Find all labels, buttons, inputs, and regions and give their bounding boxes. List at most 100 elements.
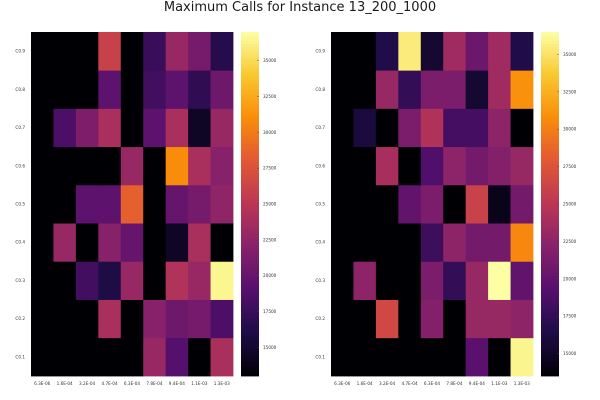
heatmap-cell (31, 184, 54, 224)
heatmap-cell (331, 337, 354, 377)
heatmap-cell (188, 70, 211, 109)
colorbar-tick-label: 27500 (263, 166, 277, 171)
heatmap-cell (331, 184, 354, 224)
heatmap-cell (420, 70, 444, 109)
heatmap-cell (31, 146, 54, 186)
heatmap-cell (165, 32, 189, 71)
colorbar-tick-label: 25000 (563, 202, 577, 207)
heatmap-cell (165, 146, 189, 186)
heatmap-cell (443, 299, 467, 339)
colorbar-tick-label: 32500 (563, 89, 577, 94)
heatmap-cell (210, 70, 234, 109)
heatmap-cell (120, 337, 144, 377)
heatmap-cell (210, 184, 234, 224)
heatmap-cell (53, 299, 77, 339)
heatmap-cell (510, 261, 534, 300)
x-tick-label: 7.8E-04 (446, 381, 462, 386)
heatmap-cell (75, 70, 99, 109)
x-tick-label: 9.4E-04 (469, 381, 485, 386)
colorbar-tick-label: 15000 (263, 345, 277, 350)
heatmap-cell (488, 261, 511, 300)
heatmap-cell (510, 184, 534, 224)
heatmap-cell (398, 146, 422, 186)
x-tick-label: 9.4E-04 (169, 381, 185, 386)
heatmap-cell (398, 261, 422, 300)
heatmap-cell (31, 261, 54, 300)
y-tick-label: C0.5 (15, 202, 25, 207)
heatmap-cell (210, 299, 234, 339)
heatmap-cell (120, 70, 144, 109)
heatmap-cell (465, 184, 489, 224)
heatmap-cell (510, 32, 534, 71)
heatmap-cell (98, 108, 122, 148)
colorbar-tick-label: 17500 (263, 309, 277, 314)
x-tick-label: 4.7E-04 (101, 381, 117, 386)
y-tick-label: C0.9 (315, 49, 325, 54)
heatmap-cell (210, 223, 234, 262)
heatmap-cell (210, 146, 234, 186)
y-tick-label: C0.4 (315, 240, 325, 245)
y-tick-label: C0.3 (315, 278, 325, 283)
heatmap-right: 6.3E-06 1.6E-04 3.2E-04 4.7E-04 6.3E-04 7.8E-… (315, 32, 577, 386)
heatmap-cell (331, 32, 354, 71)
heatmap-cell (375, 146, 399, 186)
heatmap-cell (188, 32, 211, 71)
heatmap-cell (188, 337, 211, 377)
heatmap-cell (53, 108, 77, 148)
y-tick-label: C0.8 (315, 87, 325, 92)
heatmap-cell (398, 70, 422, 109)
heatmap-cell (488, 32, 511, 71)
heatmap-cell (143, 184, 167, 224)
heatmap-cell (420, 32, 444, 71)
heatmap-cell (510, 337, 534, 377)
heatmap-cell (210, 108, 234, 148)
heatmap-cell (210, 337, 234, 377)
heatmap-cell (98, 184, 122, 224)
heatmap-cell (398, 337, 422, 377)
heatmap-cell (165, 70, 189, 109)
heatmap-cell (510, 146, 534, 186)
heatmap-cell (53, 184, 77, 224)
heatmap-cell (465, 146, 489, 186)
heatmap-cell (375, 261, 399, 300)
heatmap-cell (331, 70, 354, 109)
heatmap-cell (75, 184, 99, 224)
heatmap-cell (353, 299, 377, 339)
heatmap-cell (510, 70, 534, 109)
heatmap-cell (53, 146, 77, 186)
heatmap-cell (143, 32, 167, 71)
y-tick-label: C0.1 (315, 354, 325, 359)
heatmap-cell (488, 299, 511, 339)
x-tick-label: 1.1E-03 (191, 381, 207, 386)
heatmap-cell (443, 70, 467, 109)
heatmap-cell (353, 108, 377, 148)
y-tick-label: C0.2 (15, 316, 25, 321)
heatmap-cell (375, 32, 399, 71)
heatmap-cell (53, 70, 77, 109)
x-tick-label: 1.6E-04 (57, 381, 73, 386)
heatmap-cell (510, 223, 534, 262)
heatmap-cell (120, 32, 144, 71)
heatmap-cell (53, 223, 77, 262)
x-tick-label: 7.8E-04 (146, 381, 162, 386)
heatmap-cell (165, 337, 189, 377)
heatmap-cell (375, 223, 399, 262)
heatmap-cell (188, 146, 211, 186)
colorbar-tick-label: 30000 (263, 130, 277, 135)
colorbar-tick-label: 35000 (263, 58, 277, 63)
heatmap-cell (353, 261, 377, 300)
colorbar (241, 32, 259, 377)
x-tick-label: 1.6E-04 (357, 381, 373, 386)
heatmap-cell (375, 337, 399, 377)
heatmap-cell (98, 223, 122, 262)
heatmap-cell (210, 261, 234, 300)
heatmap-cell (353, 32, 377, 71)
heatmap-left: 6.3E-06 1.6E-04 3.2E-04 4.7E-04 6.3E-04 7.8E-… (15, 32, 277, 386)
heatmap-cell (75, 146, 99, 186)
heatmap-cell (75, 32, 99, 71)
x-tick-label: 6.3E-06 (334, 381, 350, 386)
heatmap-cell (488, 337, 511, 377)
heatmap-cell (465, 70, 489, 109)
y-tick-label: C0.6 (15, 163, 25, 168)
